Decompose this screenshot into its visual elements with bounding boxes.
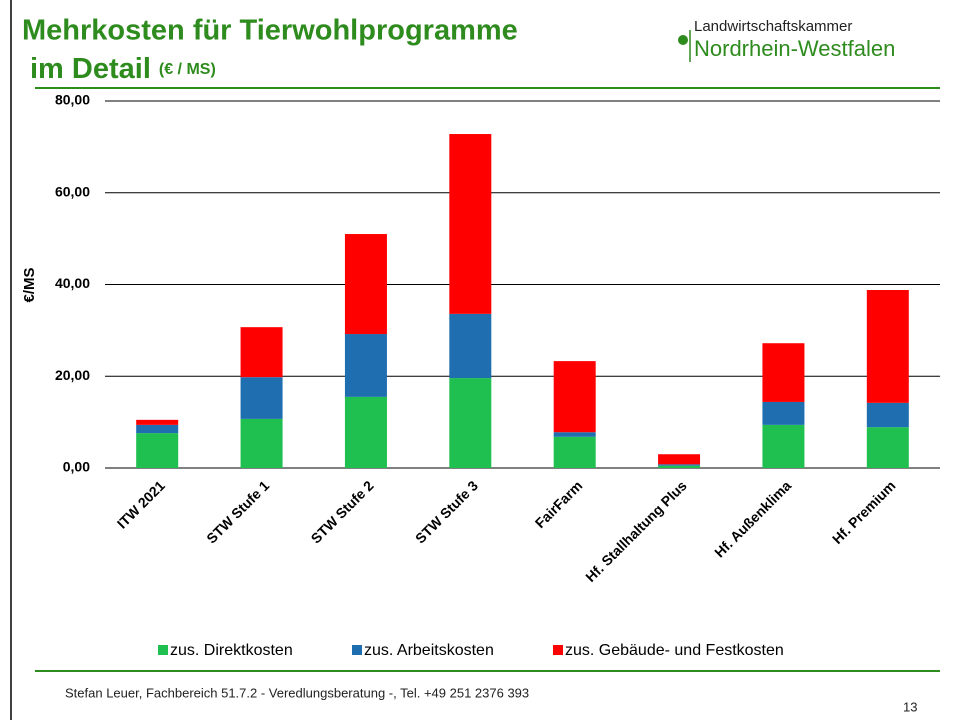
x-tick-label: FairFarm [532,477,586,531]
bar-segment [553,361,596,433]
bar-segment [762,401,805,425]
legend-swatch [553,645,563,655]
x-tick-label: Hf. Außenklima [711,477,794,560]
x-tick-label: STW Stufe 2 [308,477,377,546]
y-tick-label: 80,00 [55,92,90,108]
logo-line2: Nordrhein-Westfalen [694,36,895,61]
bar-segment [658,465,701,468]
legend-label: zus. Arbeitskosten [364,642,494,659]
bar-segment [344,334,387,397]
y-tick-label: 60,00 [55,183,90,199]
bar-segment [762,424,805,468]
page-number: 13 [903,699,917,714]
bar-segment [553,432,596,437]
bar-segment [449,313,492,379]
legend-swatch [352,645,362,655]
bar-segment [449,378,492,468]
bar-segment [240,327,283,378]
bar-segment [344,396,387,468]
x-tick-label: STW Stufe 3 [412,477,481,546]
x-tick-label: Hf. Stallhaltung Plus [582,477,690,585]
unit: (€ / MS) [159,61,216,78]
bar-segment [866,290,909,403]
bar-segment [240,418,283,468]
bar-segment [240,377,283,419]
x-tick-label: STW Stufe 1 [203,477,272,546]
bar-segment [762,343,805,402]
y-tick-label: 0,00 [63,459,90,475]
x-tick-label: ITW 2021 [114,477,168,531]
y-tick-label: 20,00 [55,367,90,383]
bar-segment [866,402,909,428]
x-tick-label: Hf. Premium [829,477,899,547]
bar-segment [449,134,492,314]
logo-dot [678,35,688,45]
legend-label: zus. Gebäude- und Festkosten [565,642,784,659]
bar-segment [344,234,387,335]
title: Mehrkosten für Tierwohlprogramme [22,15,518,47]
bar-segment [658,464,701,466]
footer: Stefan Leuer, Fachbereich 51.7.2 - Vered… [65,685,529,700]
y-axis-label: €/MS [21,267,38,302]
bar-segment [658,454,701,465]
legend-label: zus. Direktkosten [170,642,293,659]
bar-segment [866,427,909,468]
bar-segment [136,419,179,425]
legend-swatch [158,645,168,655]
title-line2: im Detail (€ / MS) [30,53,216,85]
bar-segment [553,436,596,468]
y-tick-label: 40,00 [55,275,90,291]
bar-segment [136,424,179,434]
logo-line1: Landwirtschaftskammer [694,18,852,35]
title-part: im Detail [30,53,151,85]
bar-segment [136,433,179,468]
